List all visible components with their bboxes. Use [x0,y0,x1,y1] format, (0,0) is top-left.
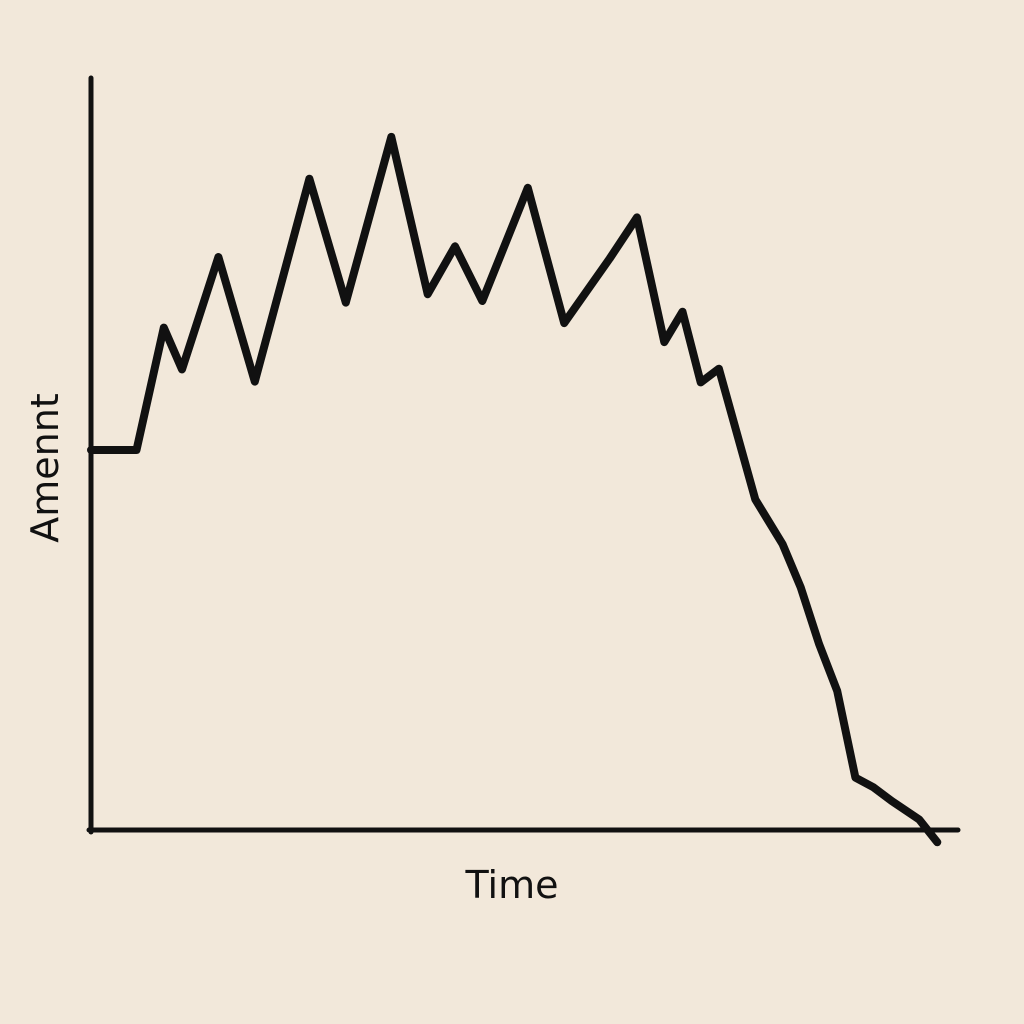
series-layer [87,132,942,847]
y-axis-label: Amennt [23,393,67,542]
series-line-0 [87,132,942,847]
x-axis-label: Time [465,863,559,907]
